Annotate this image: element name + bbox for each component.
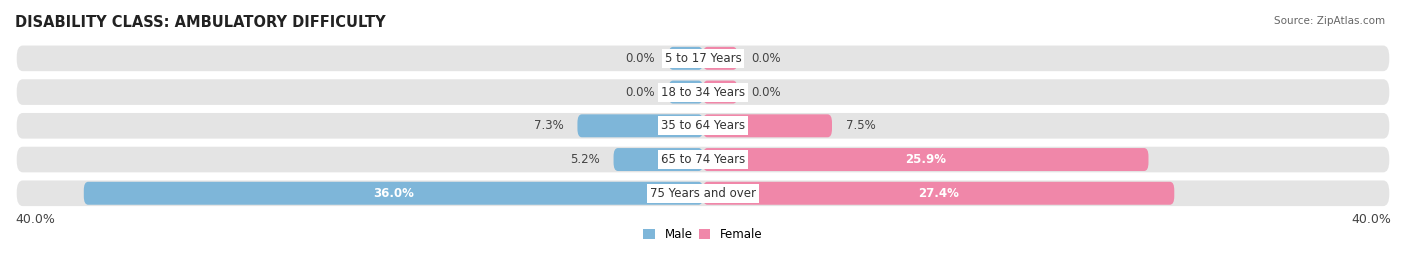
FancyBboxPatch shape xyxy=(17,180,1389,206)
FancyBboxPatch shape xyxy=(17,113,1389,139)
Text: 40.0%: 40.0% xyxy=(15,213,55,226)
Text: 0.0%: 0.0% xyxy=(751,52,780,65)
FancyBboxPatch shape xyxy=(703,47,737,70)
Text: 18 to 34 Years: 18 to 34 Years xyxy=(661,85,745,99)
FancyBboxPatch shape xyxy=(613,148,703,171)
FancyBboxPatch shape xyxy=(669,47,703,70)
FancyBboxPatch shape xyxy=(17,79,1389,105)
Text: 65 to 74 Years: 65 to 74 Years xyxy=(661,153,745,166)
FancyBboxPatch shape xyxy=(578,114,703,137)
FancyBboxPatch shape xyxy=(17,46,1389,71)
FancyBboxPatch shape xyxy=(669,81,703,103)
Text: 0.0%: 0.0% xyxy=(751,85,780,99)
FancyBboxPatch shape xyxy=(703,182,1174,205)
Text: 5.2%: 5.2% xyxy=(569,153,600,166)
Text: DISABILITY CLASS: AMBULATORY DIFFICULTY: DISABILITY CLASS: AMBULATORY DIFFICULTY xyxy=(15,15,385,30)
Text: Source: ZipAtlas.com: Source: ZipAtlas.com xyxy=(1274,16,1385,26)
Text: 40.0%: 40.0% xyxy=(1351,213,1391,226)
FancyBboxPatch shape xyxy=(84,182,703,205)
Text: 0.0%: 0.0% xyxy=(626,52,655,65)
Text: 5 to 17 Years: 5 to 17 Years xyxy=(665,52,741,65)
Legend: Male, Female: Male, Female xyxy=(638,224,768,246)
FancyBboxPatch shape xyxy=(703,114,832,137)
Text: 75 Years and over: 75 Years and over xyxy=(650,187,756,200)
FancyBboxPatch shape xyxy=(17,147,1389,172)
Text: 7.3%: 7.3% xyxy=(534,119,564,132)
Text: 36.0%: 36.0% xyxy=(373,187,413,200)
Text: 27.4%: 27.4% xyxy=(918,187,959,200)
Text: 0.0%: 0.0% xyxy=(626,85,655,99)
Text: 25.9%: 25.9% xyxy=(905,153,946,166)
Text: 7.5%: 7.5% xyxy=(846,119,876,132)
FancyBboxPatch shape xyxy=(703,81,737,103)
FancyBboxPatch shape xyxy=(703,148,1149,171)
Text: 35 to 64 Years: 35 to 64 Years xyxy=(661,119,745,132)
